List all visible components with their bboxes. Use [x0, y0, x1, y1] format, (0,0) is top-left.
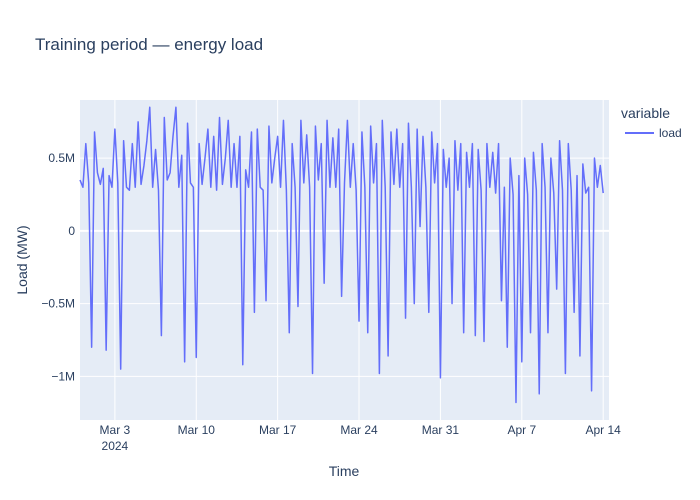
- x-tick-label: Mar 17: [259, 423, 297, 437]
- y-axis-title: Load (MW): [14, 225, 30, 294]
- x-axis-title: Time: [329, 463, 360, 479]
- x-tick-label: Apr 7: [507, 423, 536, 437]
- legend-title: variable: [621, 105, 670, 121]
- grid-lines: [80, 100, 609, 420]
- y-axis-ticks: 0.5M 0 −0.5M −1M: [41, 151, 75, 383]
- x-tick-label: Mar 31: [422, 423, 460, 437]
- x-tick-label: Mar 3: [100, 423, 131, 437]
- legend[interactable]: variable load: [621, 105, 682, 140]
- x-tick-label: Mar 10: [178, 423, 216, 437]
- legend-label-load[interactable]: load: [659, 126, 682, 140]
- y-tick-label: 0.5M: [48, 151, 75, 165]
- x-axis-ticks: Mar 3 2024 Mar 10 Mar 17 Mar 24 Mar 31 Apr 7 Ap…: [100, 423, 622, 453]
- x-tick-year-label: 2024: [102, 439, 129, 453]
- x-tick-label: Mar 24: [340, 423, 378, 437]
- y-tick-label: −0.5M: [41, 297, 75, 311]
- y-tick-label: −1M: [51, 369, 75, 383]
- x-tick-label: Apr 14: [586, 423, 622, 437]
- chart-title: Training period — energy load: [35, 35, 263, 54]
- series-line-load[interactable]: [79, 106, 604, 404]
- series-layer: [79, 106, 604, 404]
- y-tick-label: 0: [68, 224, 75, 238]
